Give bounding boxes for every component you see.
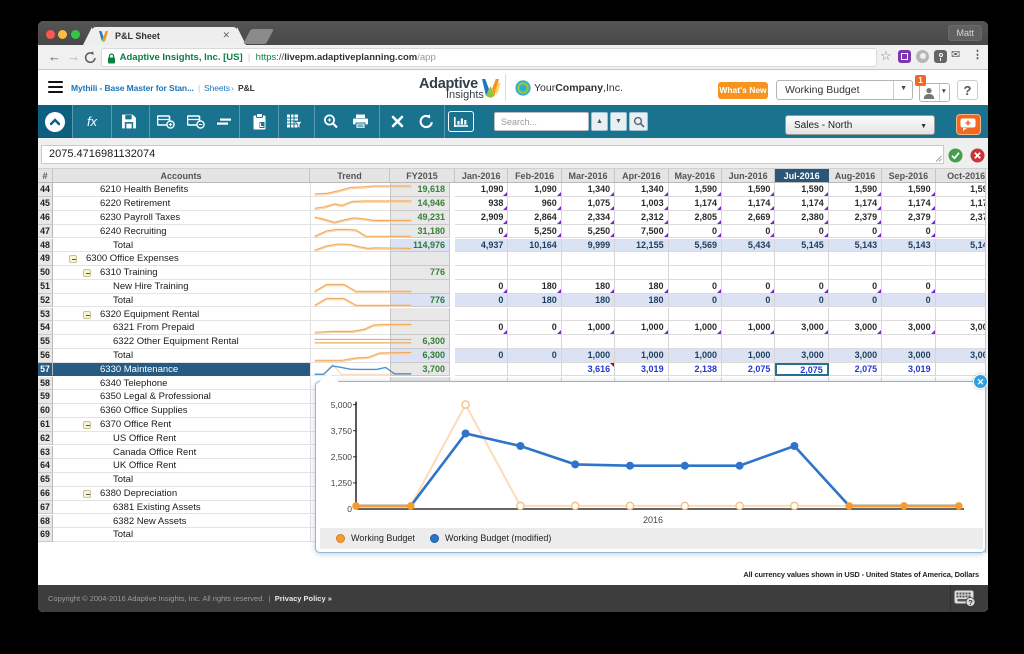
svg-text:2016: 2016 (643, 515, 663, 525)
svg-text:2,500: 2,500 (331, 452, 353, 462)
svg-text:?: ? (968, 598, 973, 607)
svg-text:1,250: 1,250 (331, 478, 353, 488)
svg-text:0: 0 (347, 504, 352, 514)
svg-text:3,750: 3,750 (331, 426, 353, 436)
svg-text:5,000: 5,000 (331, 400, 353, 410)
